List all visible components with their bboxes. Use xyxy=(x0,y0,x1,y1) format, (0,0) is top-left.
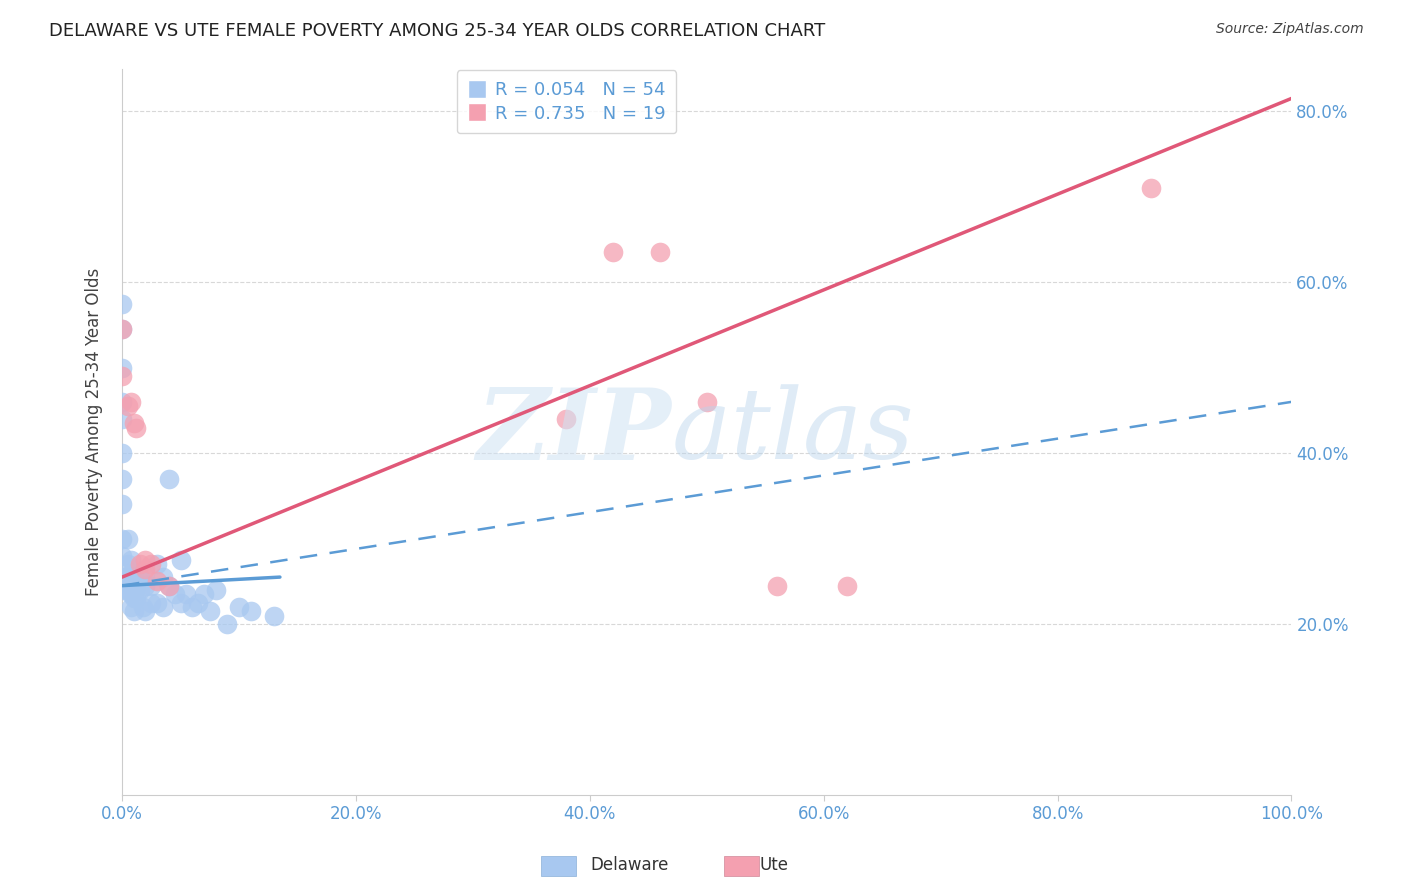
Point xyxy=(204,582,226,597)
Legend: R = 0.054   N = 54, R = 0.735   N = 19: R = 0.054 N = 54, R = 0.735 N = 19 xyxy=(457,70,676,134)
Point xyxy=(198,604,221,618)
Point xyxy=(602,245,624,260)
Point xyxy=(134,579,156,593)
Point xyxy=(122,570,145,584)
Point xyxy=(122,604,145,618)
Point xyxy=(111,322,134,336)
Text: DELAWARE VS UTE FEMALE POVERTY AMONG 25-34 YEAR OLDS CORRELATION CHART: DELAWARE VS UTE FEMALE POVERTY AMONG 25-… xyxy=(49,22,825,40)
Point xyxy=(263,608,285,623)
Point xyxy=(117,582,139,597)
Point xyxy=(152,570,174,584)
Point xyxy=(169,596,191,610)
Point xyxy=(696,395,718,409)
Point xyxy=(176,587,198,601)
Point xyxy=(120,579,142,593)
Text: Delaware: Delaware xyxy=(591,856,669,874)
Point xyxy=(217,617,239,632)
Text: Source: ZipAtlas.com: Source: ZipAtlas.com xyxy=(1216,22,1364,37)
Point xyxy=(111,570,134,584)
Point xyxy=(134,566,156,580)
Point xyxy=(120,600,142,615)
Point xyxy=(128,570,150,584)
Point xyxy=(239,604,262,618)
Point xyxy=(111,395,134,409)
Point xyxy=(146,574,169,589)
Point xyxy=(111,582,134,597)
Point xyxy=(141,596,163,610)
Point xyxy=(163,587,186,601)
Point xyxy=(111,296,134,310)
Point xyxy=(146,596,169,610)
Point xyxy=(125,579,148,593)
Point xyxy=(146,558,169,572)
Point xyxy=(187,596,209,610)
Point xyxy=(134,553,156,567)
Point xyxy=(120,566,142,580)
Point xyxy=(157,472,180,486)
Point xyxy=(111,532,134,546)
Point xyxy=(117,558,139,572)
Point xyxy=(111,498,134,512)
Point xyxy=(111,322,134,336)
Point xyxy=(111,446,134,460)
Point xyxy=(228,600,250,615)
Point xyxy=(157,579,180,593)
Point xyxy=(157,579,180,593)
Point xyxy=(766,579,789,593)
Text: Ute: Ute xyxy=(759,856,789,874)
Point xyxy=(141,558,163,572)
Point xyxy=(117,570,139,584)
Point xyxy=(117,399,139,413)
Y-axis label: Female Poverty Among 25-34 Year Olds: Female Poverty Among 25-34 Year Olds xyxy=(86,268,103,596)
Point xyxy=(122,416,145,430)
Text: ZIP: ZIP xyxy=(477,384,672,480)
Point xyxy=(555,412,578,426)
Point xyxy=(120,587,142,601)
Point xyxy=(111,360,134,375)
Point xyxy=(111,369,134,384)
Point xyxy=(134,604,156,618)
Point xyxy=(648,245,671,260)
Point xyxy=(169,553,191,567)
Point xyxy=(120,553,142,567)
Point xyxy=(128,582,150,597)
Point xyxy=(120,395,142,409)
Point xyxy=(181,600,204,615)
Point xyxy=(125,420,148,434)
Text: atlas: atlas xyxy=(672,384,914,479)
Point xyxy=(152,600,174,615)
Point xyxy=(128,558,150,572)
Point xyxy=(134,561,156,575)
Point xyxy=(111,412,134,426)
Point xyxy=(122,591,145,606)
Point xyxy=(122,579,145,593)
Point xyxy=(132,600,155,615)
Point xyxy=(1140,181,1163,195)
Point xyxy=(111,549,134,563)
Point xyxy=(193,587,215,601)
Point xyxy=(835,579,858,593)
Point xyxy=(111,472,134,486)
Point xyxy=(117,532,139,546)
Point xyxy=(125,591,148,606)
Point xyxy=(141,579,163,593)
